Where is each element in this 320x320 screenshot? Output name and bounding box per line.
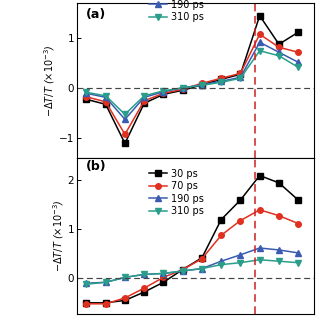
Text: (a): (a) xyxy=(86,8,107,21)
Legend: 190 ps, 310 ps: 190 ps, 310 ps xyxy=(146,0,208,26)
Y-axis label: $-\Delta T/T$ ($\times 10^{-3}$): $-\Delta T/T$ ($\times 10^{-3}$) xyxy=(51,200,66,272)
Text: (b): (b) xyxy=(86,160,107,173)
Legend: 30 ps, 70 ps, 190 ps, 310 ps: 30 ps, 70 ps, 190 ps, 310 ps xyxy=(146,165,208,220)
Y-axis label: $-\Delta T/T$ ($\times 10^{-3}$): $-\Delta T/T$ ($\times 10^{-3}$) xyxy=(43,44,57,117)
